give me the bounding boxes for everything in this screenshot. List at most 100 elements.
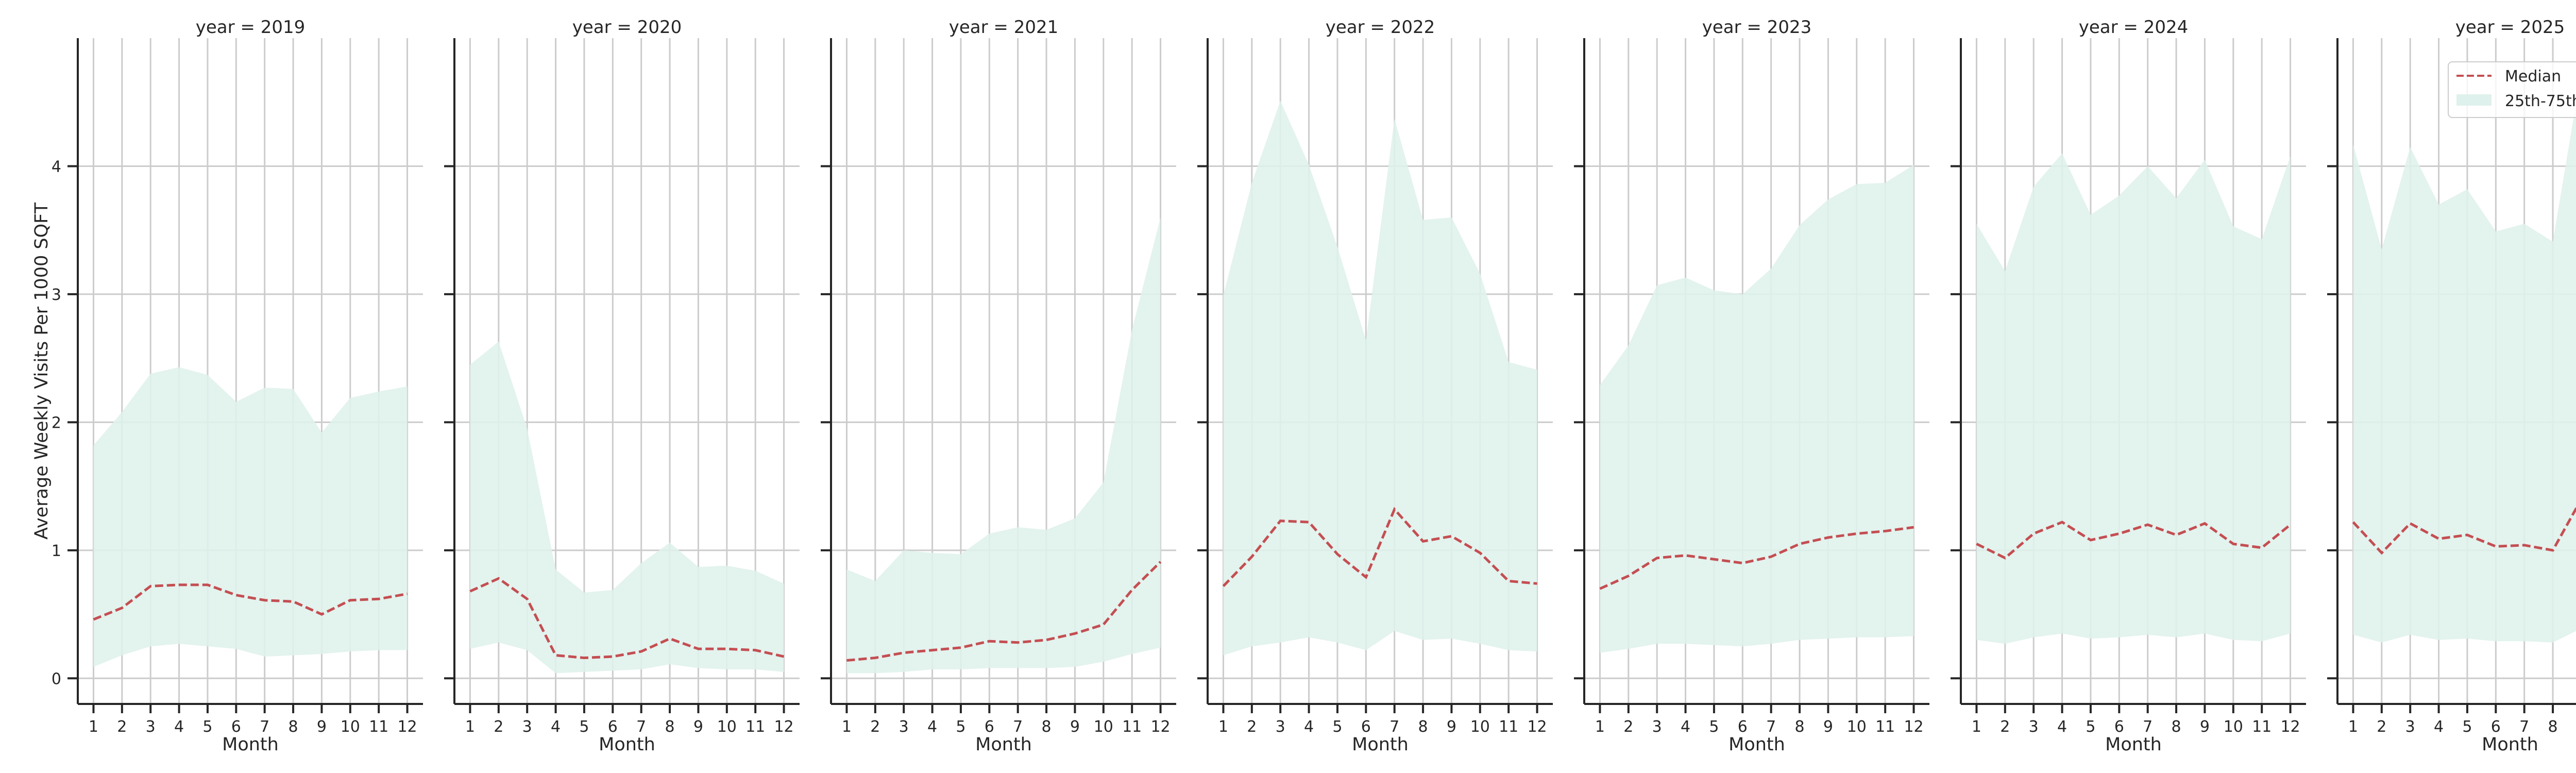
x-tick-label: 8 [2172,718,2181,736]
x-tick-label: 9 [1070,718,1080,736]
legend: Median 25th-75th Percentile [2448,61,2576,118]
x-tick-label: 12 [2280,718,2300,736]
x-tick-label: 7 [636,718,646,736]
x-tick-label: 11 [745,718,765,736]
x-tick-label: 6 [2491,718,2501,736]
x-tick-label: 9 [317,718,327,736]
x-axis-label: Month [599,734,655,755]
x-tick-label: 12 [1150,718,1170,736]
x-tick-label: 1 [1972,718,1981,736]
x-tick-label: 11 [1875,718,1895,736]
x-tick-label: 10 [341,718,360,736]
x-tick-label: 6 [1738,718,1748,736]
x-tick-label: 9 [1823,718,1833,736]
x-tick-label: 5 [2086,718,2095,736]
x-tick-label: 4 [2434,718,2444,736]
y-tick-label: 2 [52,414,61,432]
x-tick-label: 5 [579,718,589,736]
x-tick-label: 7 [260,718,269,736]
y-tick-label: 0 [52,670,61,688]
x-tick-label: 4 [174,718,184,736]
median-line [846,561,1162,662]
x-tick-label: 2 [2377,718,2386,736]
x-tick-label: 1 [1595,718,1605,736]
percentile-band [1223,100,1537,656]
x-tick-label: 11 [369,718,388,736]
x-tick-label: 8 [1418,718,1428,736]
x-tick-label: 12 [774,718,793,736]
x-tick-label: 7 [1389,718,1399,736]
x-tick-label: 12 [1527,718,1547,736]
facet-title: year = 2021 [949,17,1058,38]
x-axis-label: Month [2105,734,2162,755]
x-tick-label: 10 [1847,718,1867,736]
x-tick-label: 4 [927,718,937,736]
x-tick-label: 3 [1652,718,1662,736]
percentile-band [846,217,1161,674]
x-tick-label: 6 [1361,718,1371,736]
x-tick-label: 5 [202,718,212,736]
y-tick-label: 1 [52,542,61,560]
x-tick-label: 2 [117,718,127,736]
x-tick-label: 8 [2548,718,2558,736]
x-tick-label: 6 [2114,718,2124,736]
x-tick-label: 2 [1247,718,1257,736]
x-tick-label: 10 [717,718,737,736]
facet-title: year = 2019 [196,17,305,38]
median-line [1599,526,1914,590]
x-tick-label: 2 [1623,718,1633,736]
x-tick-label: 3 [1276,718,1285,736]
y-tick-label: 4 [52,158,61,176]
x-tick-label: 5 [956,718,965,736]
percentile-band [1600,164,1914,653]
percentile-band [470,341,784,674]
y-axis-label: Average Weekly Visits Per 1000 SQFT [31,202,52,540]
x-tick-label: 1 [842,718,852,736]
x-tick-label: 5 [1709,718,1719,736]
median-line [1976,520,2292,560]
x-axis-label: Month [222,734,279,755]
x-tick-label: 12 [397,718,417,736]
x-tick-label: 11 [1122,718,1142,736]
x-tick-label: 7 [1766,718,1776,736]
facet-title: year = 2025 [2455,17,2565,38]
x-tick-label: 10 [2224,718,2243,736]
x-tick-label: 1 [89,718,98,736]
x-tick-label: 6 [231,718,241,736]
percentile-band [2353,103,2576,643]
x-tick-label: 11 [2252,718,2272,736]
facet-title: year = 2020 [572,17,682,38]
x-tick-label: 1 [465,718,475,736]
percentile-band [1976,153,2291,644]
facet-title: year = 2023 [1702,17,1811,38]
x-tick-label: 5 [2462,718,2472,736]
x-tick-label: 7 [2143,718,2153,736]
x-tick-label: 3 [146,718,156,736]
x-axis-label: Month [1728,734,1785,755]
x-tick-label: 9 [693,718,703,736]
x-axis-label: Month [1352,734,1409,755]
legend-median-label: Median [2505,68,2561,86]
x-tick-label: 8 [1042,718,1052,736]
x-tick-label: 1 [1218,718,1228,736]
x-tick-label: 1 [2348,718,2358,736]
x-tick-label: 6 [985,718,994,736]
x-tick-label: 5 [1332,718,1342,736]
facet-title: year = 2024 [2079,17,2188,38]
x-tick-label: 4 [551,718,561,736]
x-tick-label: 2 [870,718,880,736]
x-axis-label: Month [975,734,1032,755]
x-tick-label: 6 [608,718,618,736]
legend-band-swatch [2456,94,2492,106]
legend-band-label: 25th-75th Percentile [2505,92,2576,110]
x-tick-label: 10 [1094,718,1113,736]
x-tick-label: 4 [1304,718,1314,736]
